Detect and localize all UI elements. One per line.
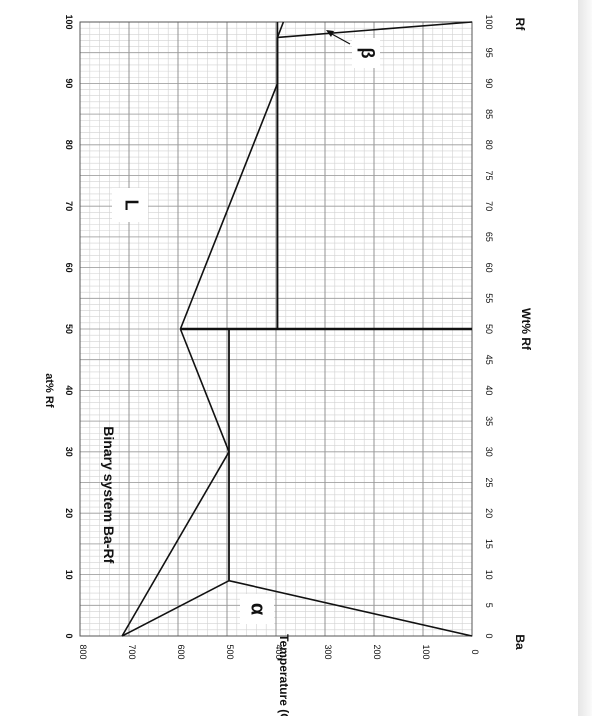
at-tick-label: 80 (64, 140, 74, 150)
temp-tick-label: 0 (470, 649, 480, 654)
at-tick-label: 40 (64, 385, 74, 395)
region-label-liquid-box (112, 188, 148, 222)
temperature-axis-label: Temperature (C) (277, 634, 291, 716)
wt-tick-label: 0 (484, 633, 494, 638)
wt-tick-label: 55 (484, 293, 494, 303)
at-tick-label: 0 (64, 633, 74, 638)
wt-tick-label: 15 (484, 539, 494, 549)
wt-tick-label: 40 (484, 385, 494, 395)
ba-end-label: Ba (513, 634, 527, 650)
beta-arrow-shaft (329, 32, 351, 45)
plot-lines (121, 21, 473, 637)
chart-title: Binary system Ba-Rf (101, 426, 117, 563)
wt-tick-label: 65 (484, 232, 494, 242)
wt-tick-label: 60 (484, 263, 494, 273)
tick-labels: 0 10 20 30 40 50 60 70 80 90 100 0 5 10 15 20 25 30 35 40 45… (64, 14, 494, 659)
at-tick-label: 100 (64, 14, 74, 29)
at-tick-label: 30 (64, 447, 74, 457)
at-tick-label: 70 (64, 201, 74, 211)
at-tick-label: 50 (64, 324, 74, 334)
temp-tick-label: 700 (127, 644, 137, 659)
rf-end-label: Rf (513, 18, 527, 32)
region-label-alpha: α (247, 603, 269, 616)
wt-tick-label: 10 (484, 570, 494, 580)
region-label-beta: β (357, 48, 377, 59)
liquidus-left-line (121, 451, 230, 637)
page-edge (578, 0, 592, 716)
beta-arrow-head (326, 30, 334, 37)
beta-branch-line (276, 21, 285, 38)
wt-tick-label: 95 (484, 48, 494, 58)
liquidus-mid-line (179, 328, 230, 453)
wt-tick-label: 85 (484, 109, 494, 119)
region-label-alpha-box (240, 594, 274, 624)
at-tick-label: 10 (64, 570, 74, 580)
temp-tick-label: 300 (323, 644, 333, 659)
axis-labels: at% Rf Wt% Rf Temperature (C) Ba Rf Binary sy… (43, 18, 533, 721)
wt-tick-label: 45 (484, 355, 494, 365)
temp-tick-label: 500 (225, 644, 235, 659)
temp-tick-label: 100 (421, 644, 431, 659)
at-tick-label: 20 (64, 508, 74, 518)
wt-tick-label: 30 (484, 447, 494, 457)
wt-tick-label: 25 (484, 477, 494, 487)
wt-tick-label: 90 (484, 78, 494, 88)
wt-tick-label: 50 (484, 324, 494, 334)
at-tick-label: 60 (64, 263, 74, 273)
at-axis-label: at% Rf (43, 373, 55, 408)
temp-tick-label: 400 (274, 644, 284, 659)
region-label-beta-box (352, 38, 380, 68)
beta-solvus-line (277, 21, 473, 39)
wt-tick-label: 80 (484, 140, 494, 150)
wt-tick-label: 5 (484, 603, 494, 608)
solidus-alpha-line (121, 579, 230, 637)
temp-tick-label: 600 (176, 644, 186, 659)
wt-tick-label: 35 (484, 416, 494, 426)
region-label-liquid: L (121, 200, 141, 211)
at-tick-label: 90 (64, 78, 74, 88)
wt-tick-label: 20 (484, 508, 494, 518)
wt-tick-label: 70 (484, 201, 494, 211)
alpha-solvus-line (228, 579, 473, 637)
wt-tick-label: 75 (484, 170, 494, 180)
temp-tick-label: 200 (372, 644, 382, 659)
temp-tick-label: 800 (78, 644, 88, 659)
liquidus-right-line (179, 83, 279, 330)
wt-axis-label: Wt% Rf (519, 308, 533, 351)
wt-tick-label: 100 (484, 14, 494, 29)
region-labels: Lα β (112, 38, 380, 624)
